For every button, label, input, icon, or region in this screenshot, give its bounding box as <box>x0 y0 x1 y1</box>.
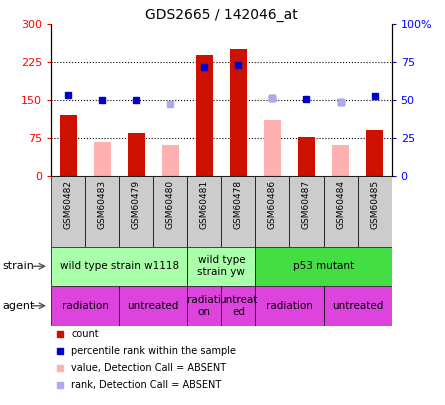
Bar <box>119 286 187 326</box>
Text: GSM60480: GSM60480 <box>166 180 175 229</box>
Text: GSM60485: GSM60485 <box>370 180 379 229</box>
Text: radiation: radiation <box>266 301 313 311</box>
Bar <box>298 137 315 176</box>
Bar <box>230 49 247 176</box>
Text: count: count <box>71 329 99 339</box>
Bar <box>187 286 222 326</box>
Text: percentile rank within the sample: percentile rank within the sample <box>71 346 236 356</box>
Text: radiation: radiation <box>62 301 109 311</box>
Text: value, Detection Call = ABSENT: value, Detection Call = ABSENT <box>71 363 227 373</box>
Text: untreat
ed: untreat ed <box>219 295 258 317</box>
Text: strain: strain <box>2 261 34 271</box>
Text: wild type strain w1118: wild type strain w1118 <box>60 261 179 271</box>
Text: radiati
on: radiati on <box>187 295 221 317</box>
Bar <box>290 176 324 247</box>
Bar <box>324 286 392 326</box>
Bar <box>119 176 153 247</box>
Bar <box>162 145 179 176</box>
Bar <box>332 145 349 176</box>
Bar <box>128 133 145 176</box>
Text: GSM60478: GSM60478 <box>234 180 243 229</box>
Text: GSM60486: GSM60486 <box>268 180 277 229</box>
Bar <box>187 176 222 247</box>
Bar <box>222 176 255 247</box>
Bar <box>222 286 255 326</box>
Bar <box>196 55 213 176</box>
Text: rank, Detection Call = ABSENT: rank, Detection Call = ABSENT <box>71 380 222 390</box>
Bar <box>94 142 111 176</box>
Bar <box>85 176 119 247</box>
Text: GSM60482: GSM60482 <box>64 180 73 229</box>
Text: p53 mutant: p53 mutant <box>293 261 354 271</box>
Text: agent: agent <box>2 301 35 311</box>
Bar <box>51 286 119 326</box>
Text: GSM60483: GSM60483 <box>98 180 107 229</box>
Text: GSM60487: GSM60487 <box>302 180 311 229</box>
Text: untreated: untreated <box>128 301 179 311</box>
Text: GSM60481: GSM60481 <box>200 180 209 229</box>
Bar <box>60 115 77 176</box>
Bar <box>264 121 281 176</box>
Text: GSM60484: GSM60484 <box>336 180 345 229</box>
Bar <box>358 176 392 247</box>
Bar <box>51 247 187 286</box>
Bar <box>255 247 392 286</box>
Bar <box>255 176 290 247</box>
Text: wild type
strain yw: wild type strain yw <box>198 256 245 277</box>
Bar <box>255 286 324 326</box>
Bar <box>366 130 383 176</box>
Text: untreated: untreated <box>332 301 383 311</box>
Bar <box>187 247 255 286</box>
Bar <box>51 176 85 247</box>
Bar <box>324 176 358 247</box>
Text: GSM60479: GSM60479 <box>132 180 141 229</box>
Bar <box>153 176 187 247</box>
Title: GDS2665 / 142046_at: GDS2665 / 142046_at <box>145 8 298 22</box>
